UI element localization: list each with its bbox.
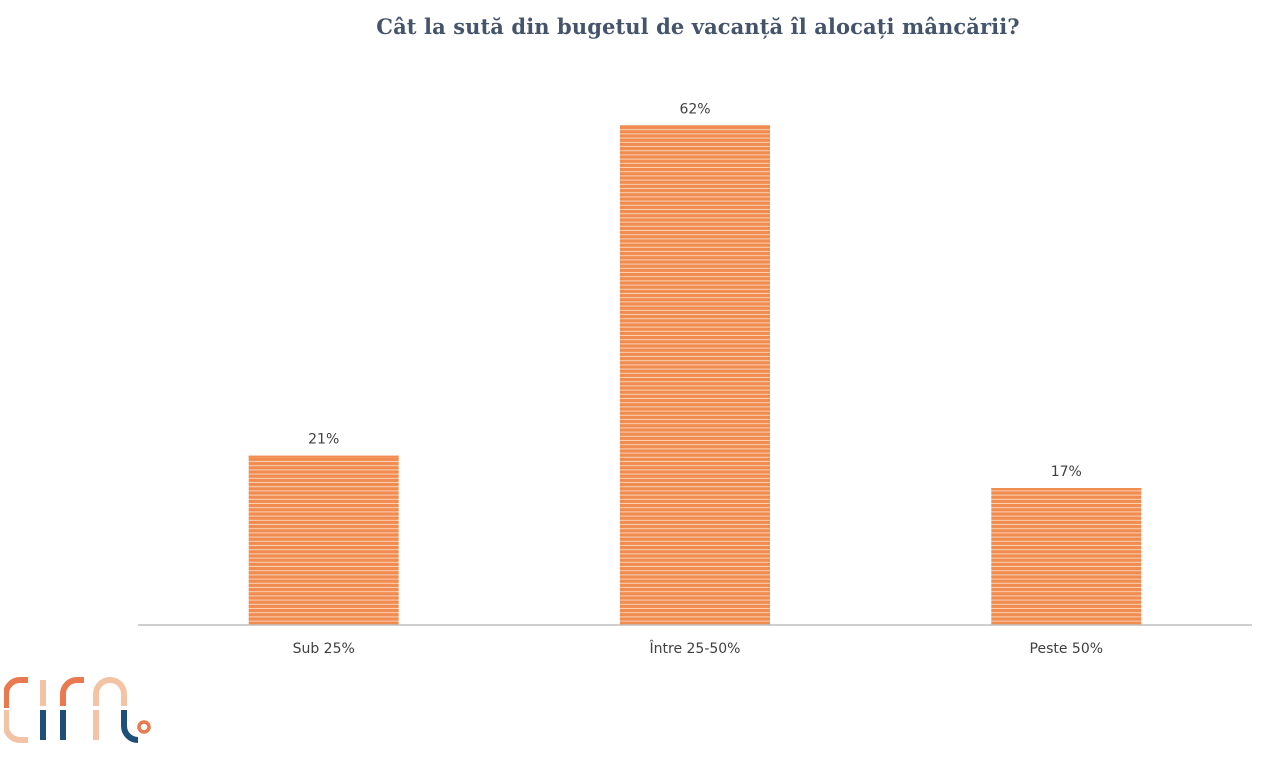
data-label-1: 21%	[308, 432, 339, 448]
logo-letter-r-bottom	[60, 710, 66, 740]
bars-group	[248, 125, 1142, 626]
chart-title: Cât la sută din bugetul de vacanță îl al…	[376, 14, 1020, 39]
logo-letter-r-top	[60, 677, 84, 706]
bar-top-edge-3	[991, 488, 1142, 490]
logo-letter-i-top	[40, 680, 46, 706]
bar-1	[248, 455, 399, 625]
category-label-1: Sub 25%	[293, 641, 355, 657]
cira-logo-icon: cira	[4, 676, 151, 743]
logo-letter-c-lower	[4, 710, 28, 743]
bar-2	[620, 125, 770, 626]
data-label-2: 62%	[679, 101, 710, 117]
logo-letter-a-top	[93, 676, 127, 706]
bar-3	[991, 488, 1142, 625]
logo-letter-i-bottom	[40, 710, 46, 740]
logo-letter-a-right	[121, 710, 139, 743]
logo-letter-a-left	[93, 710, 99, 740]
category-label-2: Între 25-50%	[649, 639, 741, 657]
labels-group: 21% Sub 25% 62% Între 25-50% 17% Peste 50%	[293, 101, 1103, 657]
bar-top-edge-1	[248, 455, 399, 458]
category-label-3: Peste 50%	[1030, 641, 1104, 657]
bar-top-edge-2	[620, 125, 770, 128]
logo-dot	[137, 720, 151, 734]
logo-letter-c	[4, 677, 28, 708]
data-label-3: 17%	[1051, 464, 1082, 480]
